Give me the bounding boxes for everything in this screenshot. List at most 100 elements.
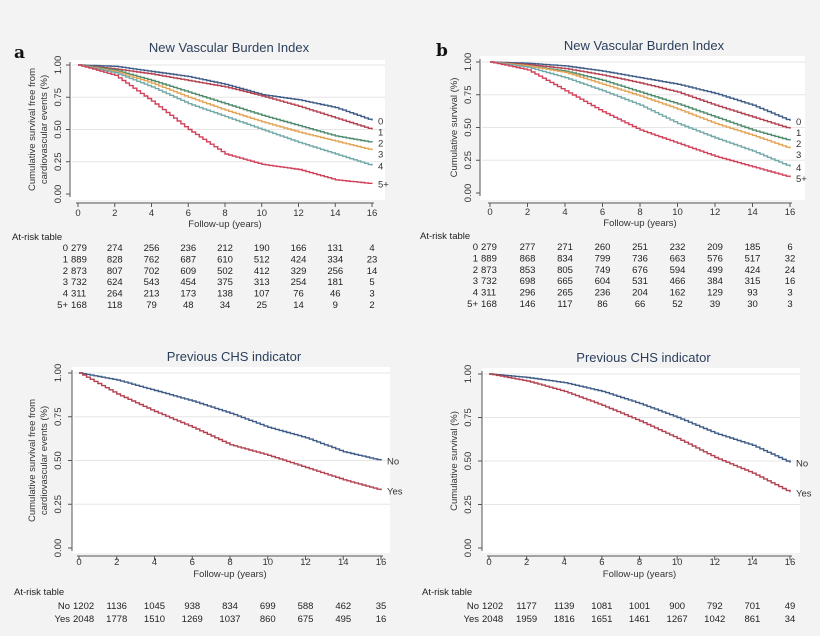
risk-table-cell: 34	[785, 614, 796, 625]
risk-table-cell: 762	[144, 254, 160, 265]
risk-table-cell: 3	[787, 288, 792, 299]
x-tick-label: 12	[300, 557, 311, 568]
risk-table-cell: 799	[595, 253, 611, 264]
risk-table-cell: 213	[144, 289, 160, 300]
series-line-3	[78, 64, 373, 151]
x-tick-label: 6	[600, 207, 605, 218]
series-line-1	[78, 64, 373, 130]
x-tick-label: 14	[330, 208, 341, 219]
risk-table-cell: 732	[71, 277, 87, 288]
risk-table-cell: 687	[180, 254, 196, 265]
risk-table-cell: 173	[180, 289, 196, 300]
chart-title: Previous CHS indicator	[167, 349, 302, 364]
risk-table-cell: 3	[369, 289, 374, 300]
panel-4: Previous CHS indicator 0.00 0.25 0.50 0.75 1.…	[422, 350, 812, 625]
risk-table-label: At-risk table	[12, 232, 62, 243]
risk-table-cell: 1269	[182, 614, 203, 625]
y-tick-label: 1.00	[463, 365, 474, 384]
y-tick-label: 0.75	[53, 408, 64, 427]
risk-table-cell: 30	[747, 299, 758, 310]
risk-table-cell: 162	[670, 288, 686, 299]
risk-table-cell: 1651	[591, 614, 612, 625]
x-tick-label: 8	[637, 207, 642, 218]
risk-table-cell: 1778	[106, 614, 127, 625]
risk-table-cell: 236	[180, 243, 196, 254]
x-axis-label: Follow-up (years)	[603, 218, 676, 229]
risk-table-cell: 86	[597, 299, 608, 310]
risk-table-cell: 16	[785, 276, 796, 287]
risk-table-cell: 315	[745, 276, 761, 287]
risk-table-cell: 499	[707, 265, 723, 276]
risk-table-cell: 334	[327, 254, 343, 265]
risk-table-group: 1	[63, 254, 68, 265]
risk-table-cell: 665	[557, 276, 573, 287]
risk-table-group: 3	[63, 277, 68, 288]
risk-table-cell: 5	[369, 277, 374, 288]
risk-table-cell: 424	[745, 265, 761, 276]
risk-table-cell: 9	[333, 300, 338, 311]
risk-table-group: No	[58, 601, 70, 612]
x-tick-label: 2	[112, 208, 117, 219]
series-end-label: 0	[378, 116, 383, 127]
risk-table-group: 1	[473, 253, 478, 264]
risk-table-cell: 232	[670, 242, 686, 253]
risk-table-cell: 166	[291, 243, 307, 254]
risk-table-cell: 805	[557, 265, 573, 276]
risk-table-cell: 900	[669, 601, 685, 612]
risk-table-cell: 889	[71, 254, 87, 265]
y-axis-label: cardiovascular events (%)	[39, 406, 50, 515]
series-line-1	[490, 61, 791, 129]
risk-table-cell: 1037	[219, 614, 240, 625]
x-tick-label: 12	[293, 208, 304, 219]
risk-table-cell: 209	[707, 242, 723, 253]
series-end-label: 4	[378, 162, 383, 173]
x-axis-label: Follow-up (years)	[603, 569, 676, 580]
risk-table-cell: 48	[183, 300, 194, 311]
risk-table-cell: 676	[632, 265, 648, 276]
risk-table-cell: 254	[291, 277, 307, 288]
x-tick-label: 12	[710, 207, 721, 218]
risk-table-cell: 107	[254, 289, 270, 300]
risk-table-cell: 296	[520, 288, 536, 299]
x-tick-label: 16	[785, 557, 796, 568]
risk-table-cell: 702	[144, 266, 160, 277]
y-tick-label: 0.25	[53, 153, 64, 172]
risk-table-cell: 79	[146, 300, 157, 311]
x-tick-label: 0	[486, 557, 491, 568]
series-end-label: 2	[796, 139, 801, 150]
risk-table-cell: 32	[785, 253, 796, 264]
risk-table-cell: 265	[557, 288, 573, 299]
y-axis-label: Cumulative survival free from	[27, 399, 38, 522]
risk-table-group: 0	[473, 242, 478, 253]
risk-table-cell: 860	[260, 614, 276, 625]
series-end-label: 3	[378, 149, 383, 160]
risk-table-cell: 131	[327, 243, 343, 254]
risk-table-cell: 1136	[107, 601, 127, 612]
y-tick-label: 0.50	[463, 118, 474, 137]
y-axis-label: Cumulative survival (%)	[449, 78, 460, 178]
risk-table-cell: 34	[220, 300, 231, 311]
y-tick-label: 0.00	[53, 185, 64, 204]
risk-table-cell: 736	[632, 253, 648, 264]
x-tick-label: 16	[785, 207, 796, 218]
risk-table-cell: 1001	[629, 601, 650, 612]
y-tick-label: 0.25	[463, 151, 474, 170]
x-tick-label: 8	[222, 208, 227, 219]
risk-table-cell: 3	[787, 299, 792, 310]
risk-table-cell: 66	[635, 299, 646, 310]
risk-table-cell: 146	[520, 299, 536, 310]
risk-table-cell: 49	[785, 601, 796, 612]
y-tick-label: 0.50	[463, 452, 474, 471]
risk-table-cell: 138	[217, 289, 233, 300]
risk-table-cell: 39	[710, 299, 721, 310]
risk-table-group: 0	[63, 243, 68, 254]
risk-table-cell: 495	[335, 614, 351, 625]
risk-table-cell: 698	[520, 276, 536, 287]
risk-table-cell: 76	[293, 289, 304, 300]
risk-table-cell: 466	[670, 276, 686, 287]
y-tick-label: 0.00	[463, 184, 474, 203]
risk-table-cell: 313	[254, 277, 270, 288]
risk-table-cell: 675	[298, 614, 314, 625]
y-axis-label: Cumulative survival free from	[27, 68, 38, 191]
x-tick-label: 16	[376, 557, 387, 568]
